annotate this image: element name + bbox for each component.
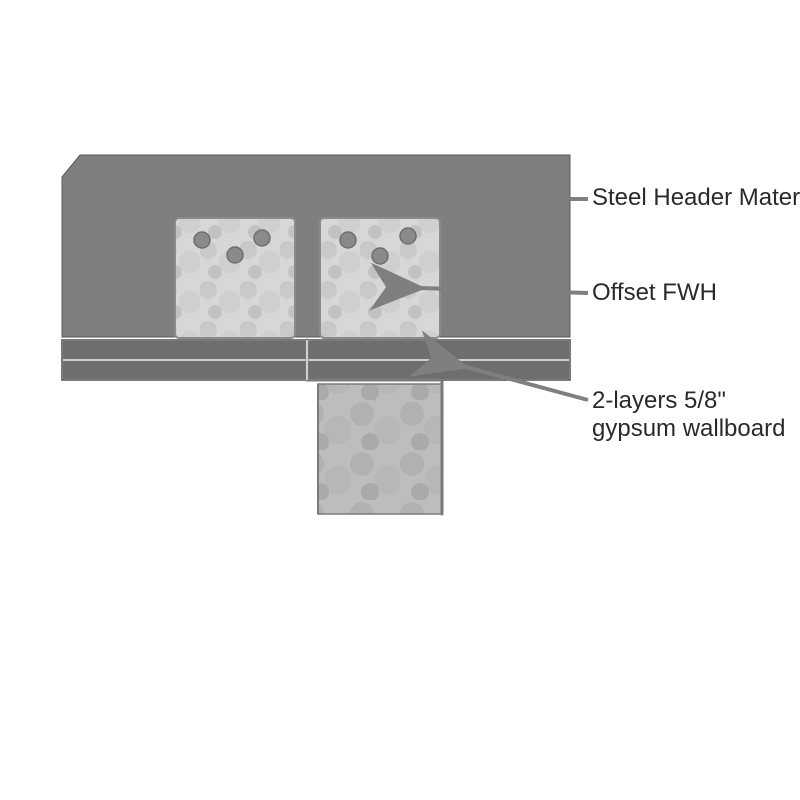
label-wb1: 2-layers 5/8": [592, 387, 726, 414]
construction-diagram: Steel Header Material Offset FWH 2-layers …: [0, 0, 800, 800]
screw-icon: [340, 232, 356, 248]
fwh-block-right: [320, 218, 440, 338]
screw-icon: [227, 247, 243, 263]
label-header: Steel Header Material: [592, 184, 800, 211]
stud-body: [318, 384, 442, 514]
label-wb2: gypsum wallboard: [592, 415, 785, 442]
fwh-block-left: [175, 218, 295, 338]
screw-icon: [254, 230, 270, 246]
callout-labels: Steel Header Material Offset FWH 2-layers …: [592, 184, 800, 442]
screw-icon: [400, 228, 416, 244]
screw-icon: [194, 232, 210, 248]
label-fwh: Offset FWH: [592, 279, 717, 306]
steel-header-shape: [62, 155, 570, 337]
screw-icon: [372, 248, 388, 264]
